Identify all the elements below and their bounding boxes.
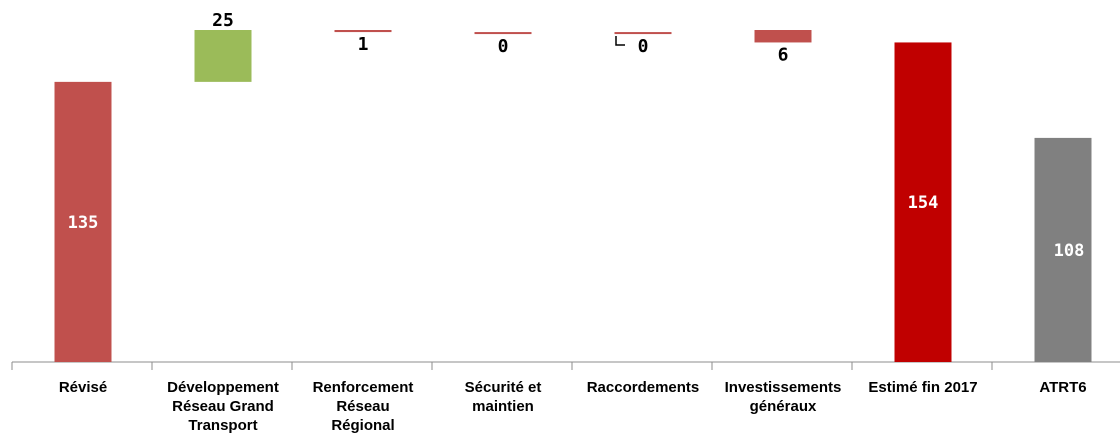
data-label-0: 135 xyxy=(68,213,99,233)
category-label-2-2: Régional xyxy=(331,417,394,434)
data-label-1: 25 xyxy=(212,10,234,31)
category-label-0-0: Révisé xyxy=(59,379,107,396)
category-label-5-0: Investissements xyxy=(725,379,842,396)
bar-2 xyxy=(334,30,392,33)
data-label-3: 0 xyxy=(498,36,509,57)
data-label-5: 6 xyxy=(778,44,789,65)
bar-7 xyxy=(1034,137,1092,362)
bar-6 xyxy=(894,42,952,362)
data-label-4: 0 xyxy=(638,36,649,57)
data-label-7: 108 xyxy=(1054,241,1085,261)
bar-3 xyxy=(474,32,532,35)
category-label-1-0: Développement xyxy=(167,379,279,396)
data-label-2: 1 xyxy=(358,34,369,55)
bar-1 xyxy=(194,30,252,82)
raccordements-marker xyxy=(615,36,625,46)
data-label-6: 154 xyxy=(908,193,939,213)
category-label-2-1: Réseau xyxy=(336,398,389,415)
category-label-1-1: Réseau Grand xyxy=(172,398,274,415)
category-label-3-1: maintien xyxy=(472,398,534,415)
category-label-3-0: Sécurité et xyxy=(465,379,542,396)
bar-4 xyxy=(614,32,672,35)
category-label-5-1: généraux xyxy=(750,398,817,415)
category-label-7-0: ATRT6 xyxy=(1039,379,1086,396)
category-label-2-0: Renforcement xyxy=(313,379,414,396)
bar-5 xyxy=(754,30,812,43)
category-label-4-0: Raccordements xyxy=(587,379,700,396)
category-label-1-2: Transport xyxy=(188,417,257,434)
category-label-6-0: Estimé fin 2017 xyxy=(868,379,977,396)
bar-0 xyxy=(54,81,112,362)
